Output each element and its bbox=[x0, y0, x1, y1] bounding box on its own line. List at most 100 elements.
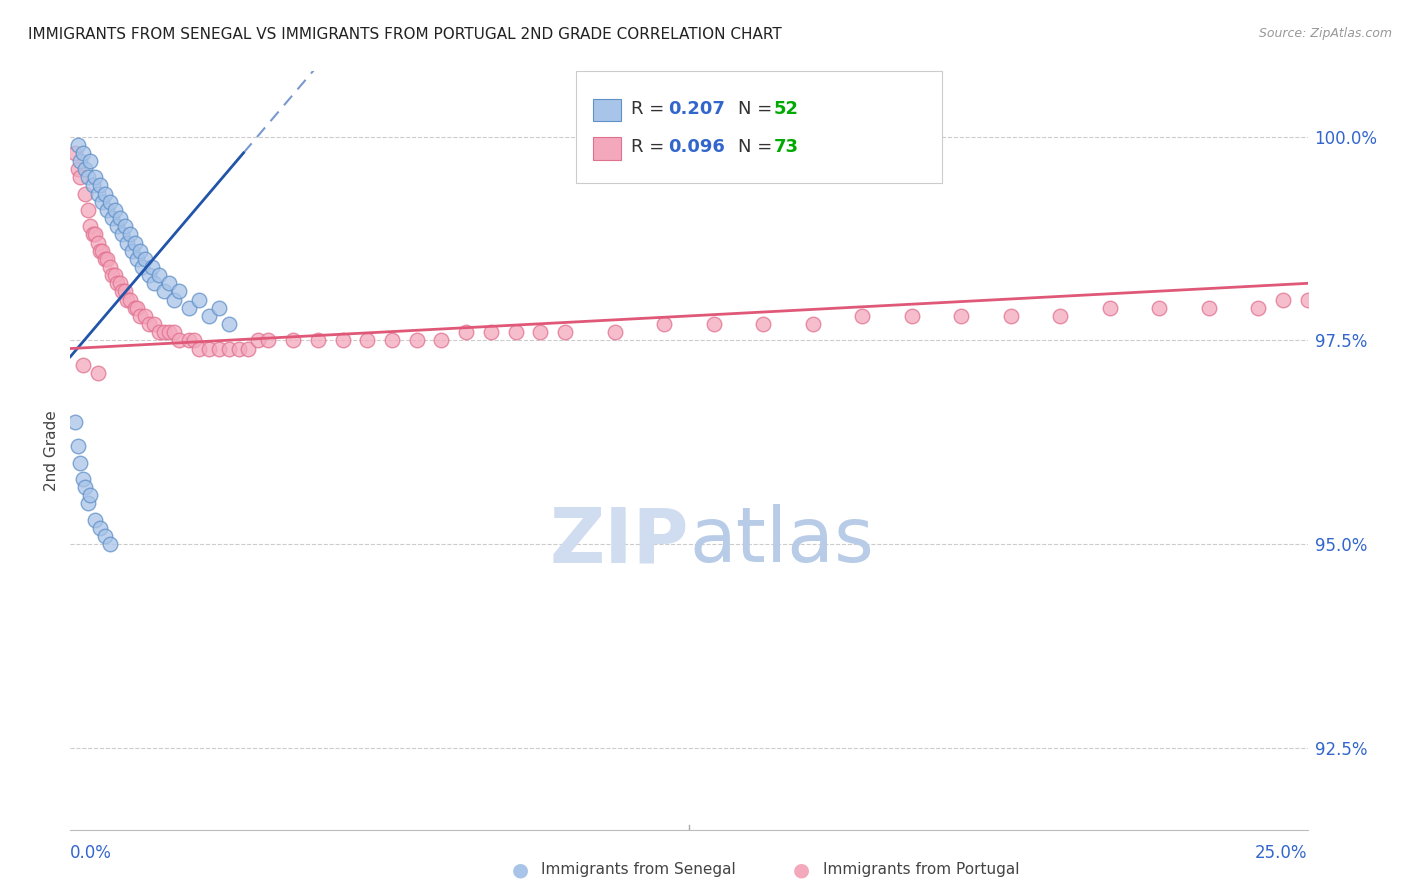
Point bbox=[1271, 293, 1294, 307]
Point bbox=[138, 268, 160, 282]
Point bbox=[75, 162, 97, 177]
Point bbox=[752, 317, 775, 331]
Point bbox=[652, 317, 675, 331]
Point bbox=[128, 244, 150, 258]
Text: ZIP: ZIP bbox=[550, 505, 689, 578]
Point bbox=[94, 529, 117, 543]
Point bbox=[198, 342, 221, 356]
Text: Source: ZipAtlas.com: Source: ZipAtlas.com bbox=[1258, 27, 1392, 40]
Point bbox=[128, 309, 150, 323]
Point bbox=[124, 235, 146, 250]
Point bbox=[111, 227, 134, 242]
Point bbox=[238, 342, 260, 356]
Point bbox=[121, 244, 143, 258]
Point bbox=[84, 170, 107, 185]
Point bbox=[66, 439, 89, 453]
Point bbox=[134, 309, 156, 323]
Point bbox=[101, 268, 124, 282]
Point bbox=[208, 342, 231, 356]
Text: atlas: atlas bbox=[689, 505, 873, 578]
Point bbox=[118, 227, 141, 242]
Point bbox=[72, 358, 94, 372]
Point bbox=[69, 456, 91, 470]
Point bbox=[1049, 309, 1071, 323]
Point bbox=[430, 334, 453, 348]
Point bbox=[554, 325, 576, 339]
Text: ●: ● bbox=[793, 860, 810, 880]
Point bbox=[281, 334, 304, 348]
Point bbox=[218, 317, 240, 331]
Point bbox=[1198, 301, 1220, 315]
Point bbox=[153, 325, 176, 339]
Point bbox=[108, 211, 131, 226]
Point bbox=[188, 342, 211, 356]
Point bbox=[84, 227, 107, 242]
Text: R =: R = bbox=[631, 100, 671, 118]
Point bbox=[79, 488, 101, 502]
Y-axis label: 2nd Grade: 2nd Grade bbox=[44, 410, 59, 491]
Text: IMMIGRANTS FROM SENEGAL VS IMMIGRANTS FROM PORTUGAL 2ND GRADE CORRELATION CHART: IMMIGRANTS FROM SENEGAL VS IMMIGRANTS FR… bbox=[28, 27, 782, 42]
Point bbox=[163, 293, 186, 307]
Text: 0.096: 0.096 bbox=[668, 138, 724, 156]
Point bbox=[153, 285, 176, 299]
Point bbox=[247, 334, 270, 348]
Point bbox=[105, 219, 128, 234]
Point bbox=[603, 325, 626, 339]
Point bbox=[183, 334, 205, 348]
Point bbox=[127, 301, 149, 315]
Point bbox=[1247, 301, 1270, 315]
Point bbox=[148, 325, 170, 339]
Point bbox=[111, 285, 134, 299]
Point bbox=[114, 285, 136, 299]
Point bbox=[86, 186, 108, 201]
Point bbox=[76, 496, 98, 510]
Point bbox=[218, 342, 240, 356]
Point bbox=[124, 301, 146, 315]
Point bbox=[75, 480, 97, 494]
Point bbox=[96, 202, 118, 217]
Point bbox=[89, 178, 111, 193]
Point bbox=[167, 334, 190, 348]
Point bbox=[69, 154, 91, 169]
Text: 0.0%: 0.0% bbox=[70, 844, 112, 863]
Point bbox=[98, 260, 121, 274]
Point bbox=[66, 137, 89, 152]
Point bbox=[157, 277, 180, 291]
Point bbox=[479, 325, 502, 339]
Point bbox=[79, 154, 101, 169]
Point bbox=[148, 268, 170, 282]
Point bbox=[65, 415, 87, 429]
Point bbox=[307, 334, 329, 348]
Point bbox=[167, 285, 190, 299]
Point bbox=[66, 162, 89, 177]
Point bbox=[177, 334, 200, 348]
Point bbox=[134, 252, 156, 266]
Point bbox=[65, 145, 87, 160]
Point bbox=[72, 472, 94, 486]
Point bbox=[86, 235, 108, 250]
Text: 73: 73 bbox=[773, 138, 799, 156]
Point bbox=[76, 170, 98, 185]
Point bbox=[105, 277, 128, 291]
Point bbox=[405, 334, 427, 348]
Text: ●: ● bbox=[512, 860, 529, 880]
Point bbox=[332, 334, 354, 348]
Point bbox=[257, 334, 280, 348]
Point bbox=[82, 178, 104, 193]
Point bbox=[157, 325, 180, 339]
Point bbox=[98, 194, 121, 209]
Point bbox=[101, 211, 124, 226]
Point bbox=[96, 252, 118, 266]
Point bbox=[108, 277, 131, 291]
Point bbox=[79, 219, 101, 234]
Point bbox=[127, 252, 149, 266]
Point bbox=[131, 260, 153, 274]
Point bbox=[82, 227, 104, 242]
Point bbox=[208, 301, 231, 315]
Text: N =: N = bbox=[738, 100, 778, 118]
Point bbox=[115, 293, 138, 307]
Point bbox=[1098, 301, 1121, 315]
Point bbox=[198, 309, 221, 323]
Text: 0.207: 0.207 bbox=[668, 100, 724, 118]
Point bbox=[76, 202, 98, 217]
